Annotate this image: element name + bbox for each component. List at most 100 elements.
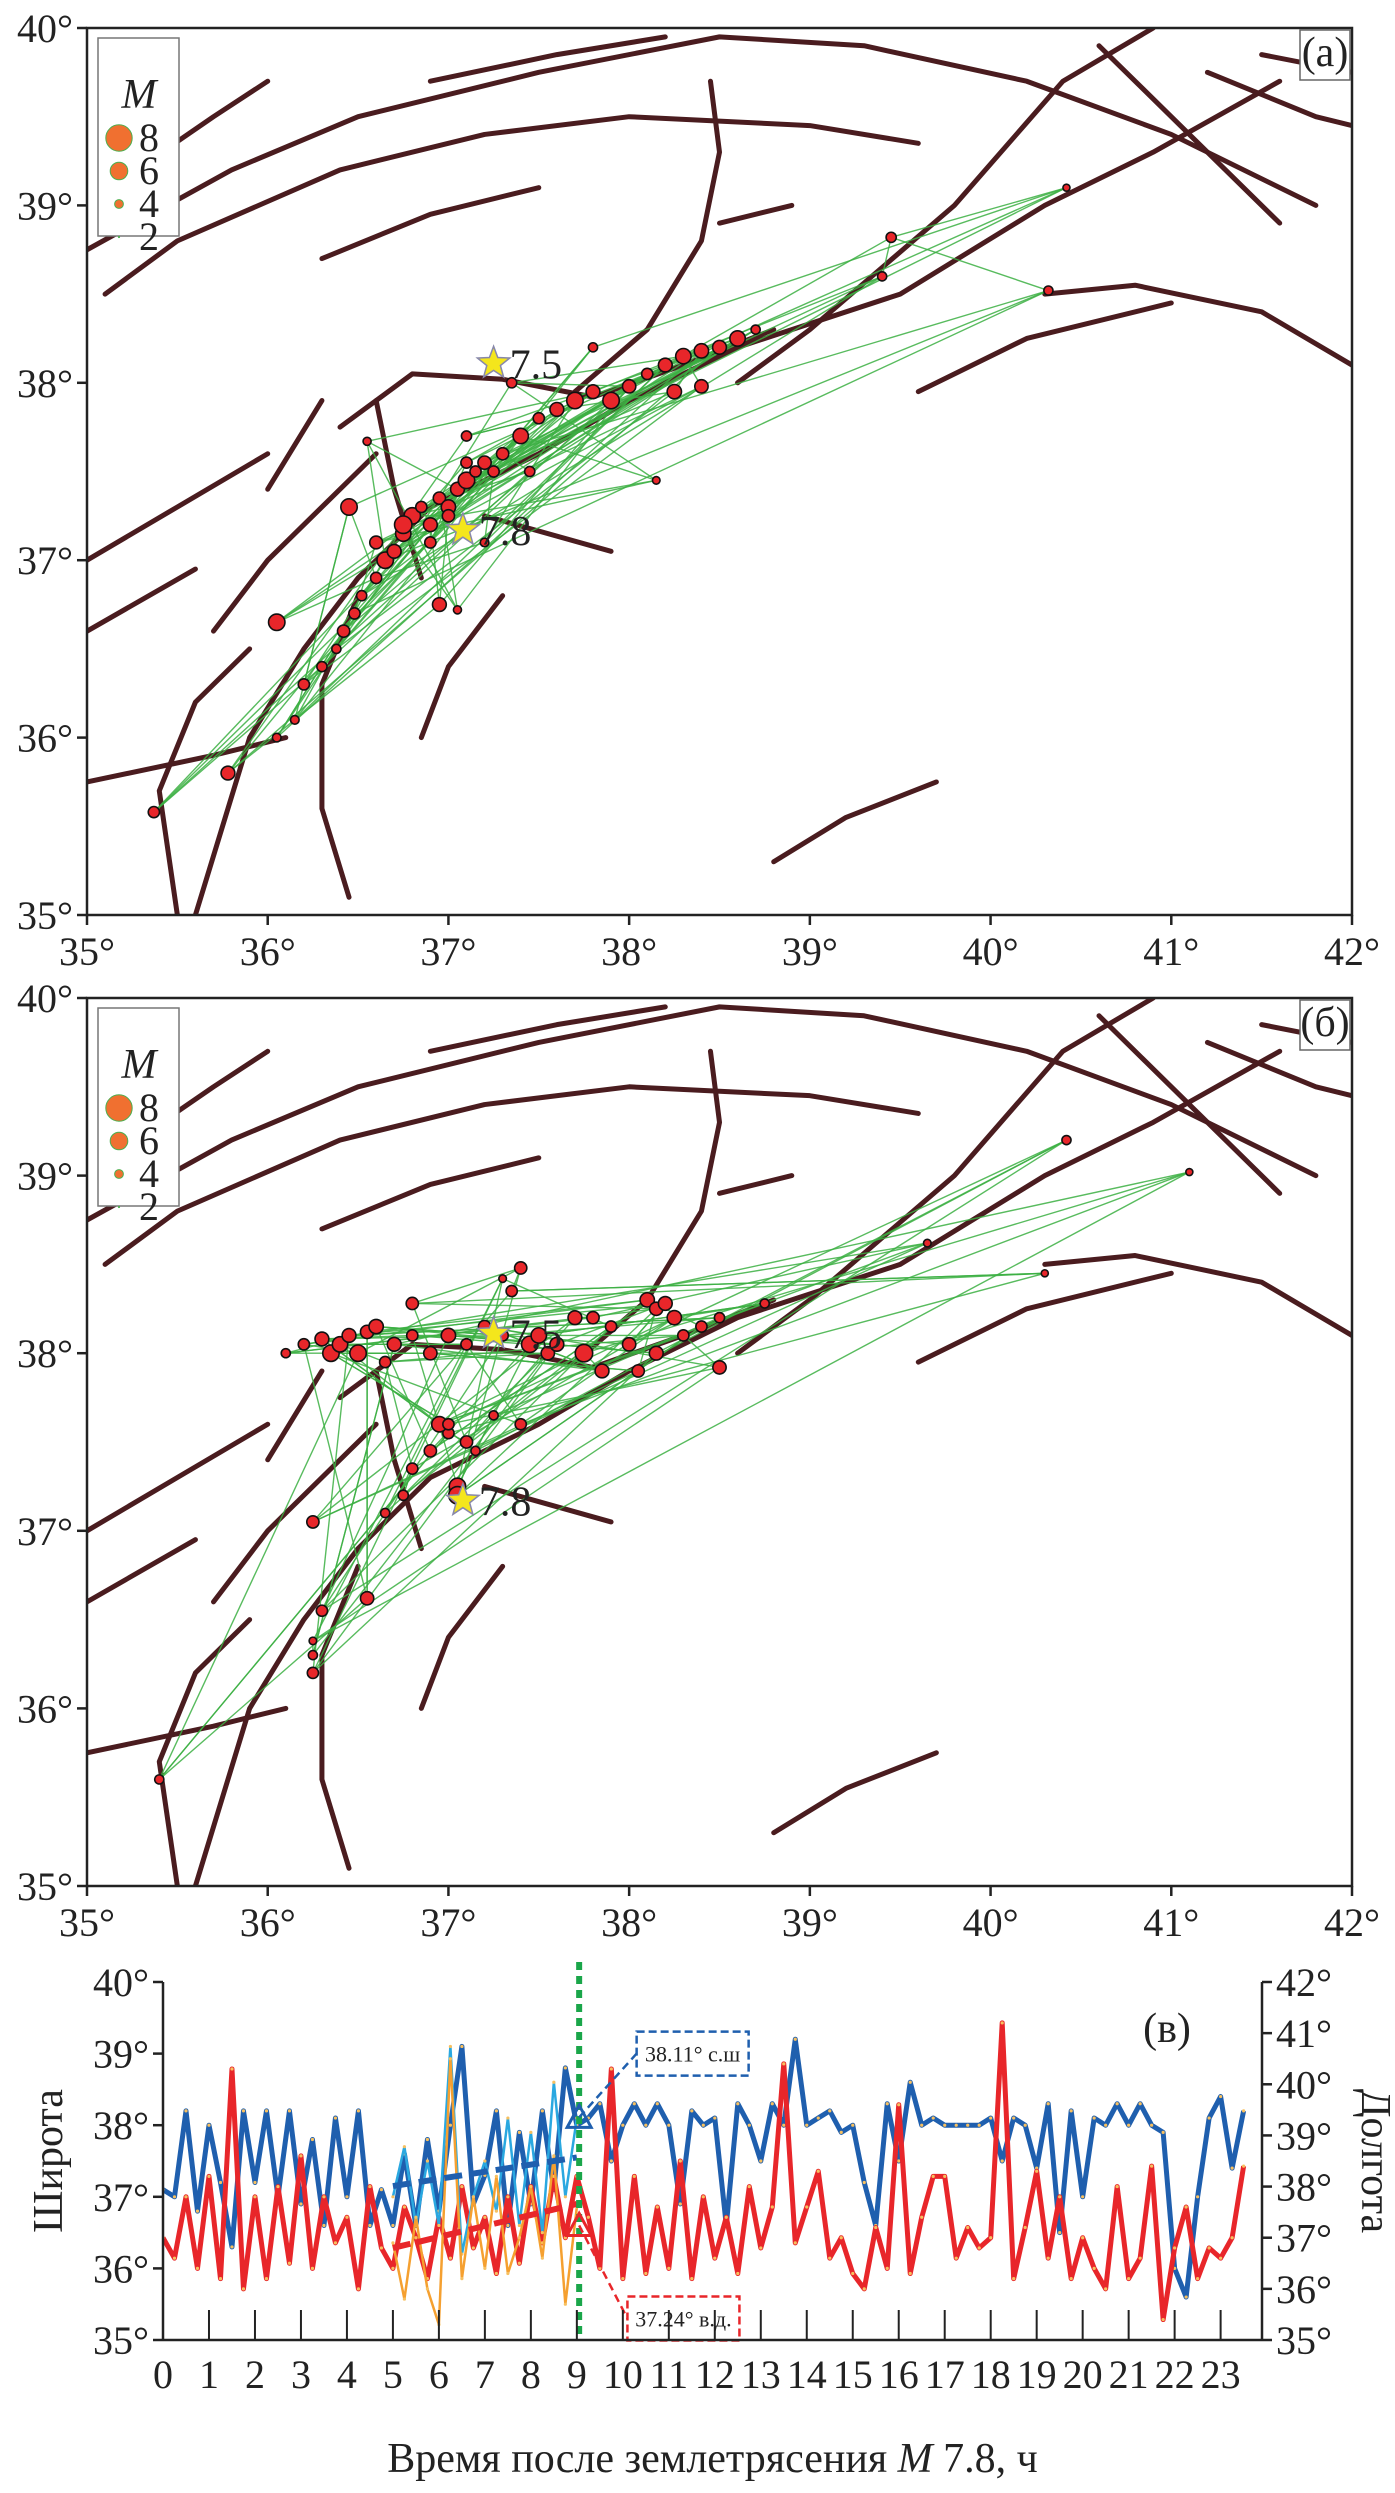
event-link — [335, 391, 675, 650]
panel-label-box — [1299, 29, 1351, 81]
data-point — [379, 2188, 384, 2192]
epicenter — [423, 536, 437, 549]
fault-line — [156, 1617, 253, 1886]
fault-line — [87, 34, 1319, 253]
data-point — [494, 2271, 498, 2276]
epicenter — [488, 1409, 499, 1421]
epicenter — [423, 1443, 438, 1458]
data-point — [506, 2195, 510, 2199]
data-point — [943, 2174, 947, 2178]
event-link — [412, 1272, 1045, 1305]
data-point — [184, 2109, 188, 2113]
data-point — [195, 2266, 200, 2270]
epicenter — [397, 1489, 410, 1502]
y-right-tick-label: 37° — [1276, 2216, 1332, 2261]
data-point — [586, 2215, 590, 2219]
x-axis-label-part: Время после землетрясения — [387, 2436, 897, 2482]
event-link — [394, 1171, 1190, 1346]
data-point — [759, 2246, 763, 2250]
epicenter — [530, 1326, 548, 1344]
data-point — [736, 2271, 740, 2276]
data-point — [747, 2184, 751, 2189]
epicenter — [759, 1298, 771, 1309]
legend-label: 2 — [139, 1184, 159, 1229]
data-point — [678, 2159, 682, 2163]
epicenter — [477, 455, 493, 471]
epicenter — [657, 357, 673, 373]
data-point — [966, 2123, 970, 2127]
data-point — [598, 2102, 602, 2106]
data-point — [920, 2215, 924, 2219]
epicenter — [316, 660, 328, 673]
epicenter — [602, 391, 621, 410]
epicenter — [267, 613, 286, 632]
y-right-tick-label: 35° — [1276, 2318, 1332, 2363]
fault-line — [418, 593, 506, 741]
fault-line — [211, 451, 379, 634]
data-point — [1046, 2256, 1050, 2260]
epicenter — [153, 1774, 165, 1785]
data-point — [1127, 2123, 1131, 2127]
data-point — [977, 2123, 981, 2127]
data-point — [920, 2123, 924, 2127]
epicenter — [621, 378, 637, 394]
data-point — [506, 2223, 510, 2228]
fault-line — [87, 566, 198, 634]
data-point — [333, 2116, 338, 2120]
epicenter — [567, 1309, 583, 1326]
data-point — [391, 2266, 395, 2270]
y-left-tick-label: 37° — [93, 2175, 149, 2220]
legend-symbol — [109, 1131, 129, 1151]
data-point — [1081, 2195, 1085, 2199]
data-point — [1069, 2109, 1073, 2113]
legend-label: 2 — [139, 214, 159, 259]
fault-line — [102, 1084, 921, 1267]
epicenter — [1043, 285, 1054, 296]
x-tick-label: 23 — [1201, 2352, 1241, 2397]
data-point — [1230, 2166, 1234, 2170]
fault-line — [319, 1563, 361, 1871]
epicenter — [470, 1445, 481, 1457]
x-tick-label: 19 — [1017, 2352, 1057, 2397]
data-point — [1207, 2116, 1211, 2120]
data-point — [1012, 2116, 1016, 2120]
data-point — [1219, 2256, 1223, 2260]
epicenter — [368, 1318, 385, 1335]
lat-tick-label: 37° — [17, 1509, 73, 1554]
data-point — [356, 2287, 361, 2291]
annotation-text: 37.24° в.д. — [635, 2307, 731, 2332]
data-point — [322, 2195, 326, 2199]
map-content: 7.5 7.8 — [87, 998, 1352, 1886]
fault-line — [156, 646, 253, 915]
lat-tick-label: 39° — [17, 183, 73, 228]
event-link — [153, 666, 323, 813]
data-point — [793, 2241, 797, 2245]
epicenter — [378, 1355, 392, 1369]
data-point — [1046, 2102, 1050, 2106]
event-link — [321, 1335, 450, 1612]
fault-line — [1096, 1013, 1283, 1196]
panel-label: (a) — [1302, 30, 1349, 76]
data-point — [989, 2236, 993, 2240]
data-point — [828, 2256, 832, 2260]
x-tick-label: 11 — [650, 2352, 689, 2397]
x-tick-label: 16 — [879, 2352, 919, 2397]
event-link — [438, 515, 450, 605]
y-right-tick-label: 41° — [1276, 2011, 1332, 2056]
data-point — [805, 2205, 809, 2209]
data-point — [1161, 2130, 1165, 2134]
map-content: 7.5 7.8 — [87, 28, 1352, 915]
lon-tick-label: 41° — [1143, 1900, 1199, 1945]
fault-line — [87, 451, 271, 563]
data-point — [1138, 2102, 1142, 2106]
data-point — [437, 2223, 441, 2228]
data-point — [391, 2241, 395, 2245]
event-link — [276, 577, 377, 623]
epicenter — [639, 1291, 656, 1308]
x-tick-label: 18 — [971, 2352, 1011, 2397]
data-point — [322, 2223, 326, 2228]
event-link — [520, 1171, 1190, 1425]
epicenter — [479, 537, 490, 548]
fault-line — [771, 779, 939, 865]
